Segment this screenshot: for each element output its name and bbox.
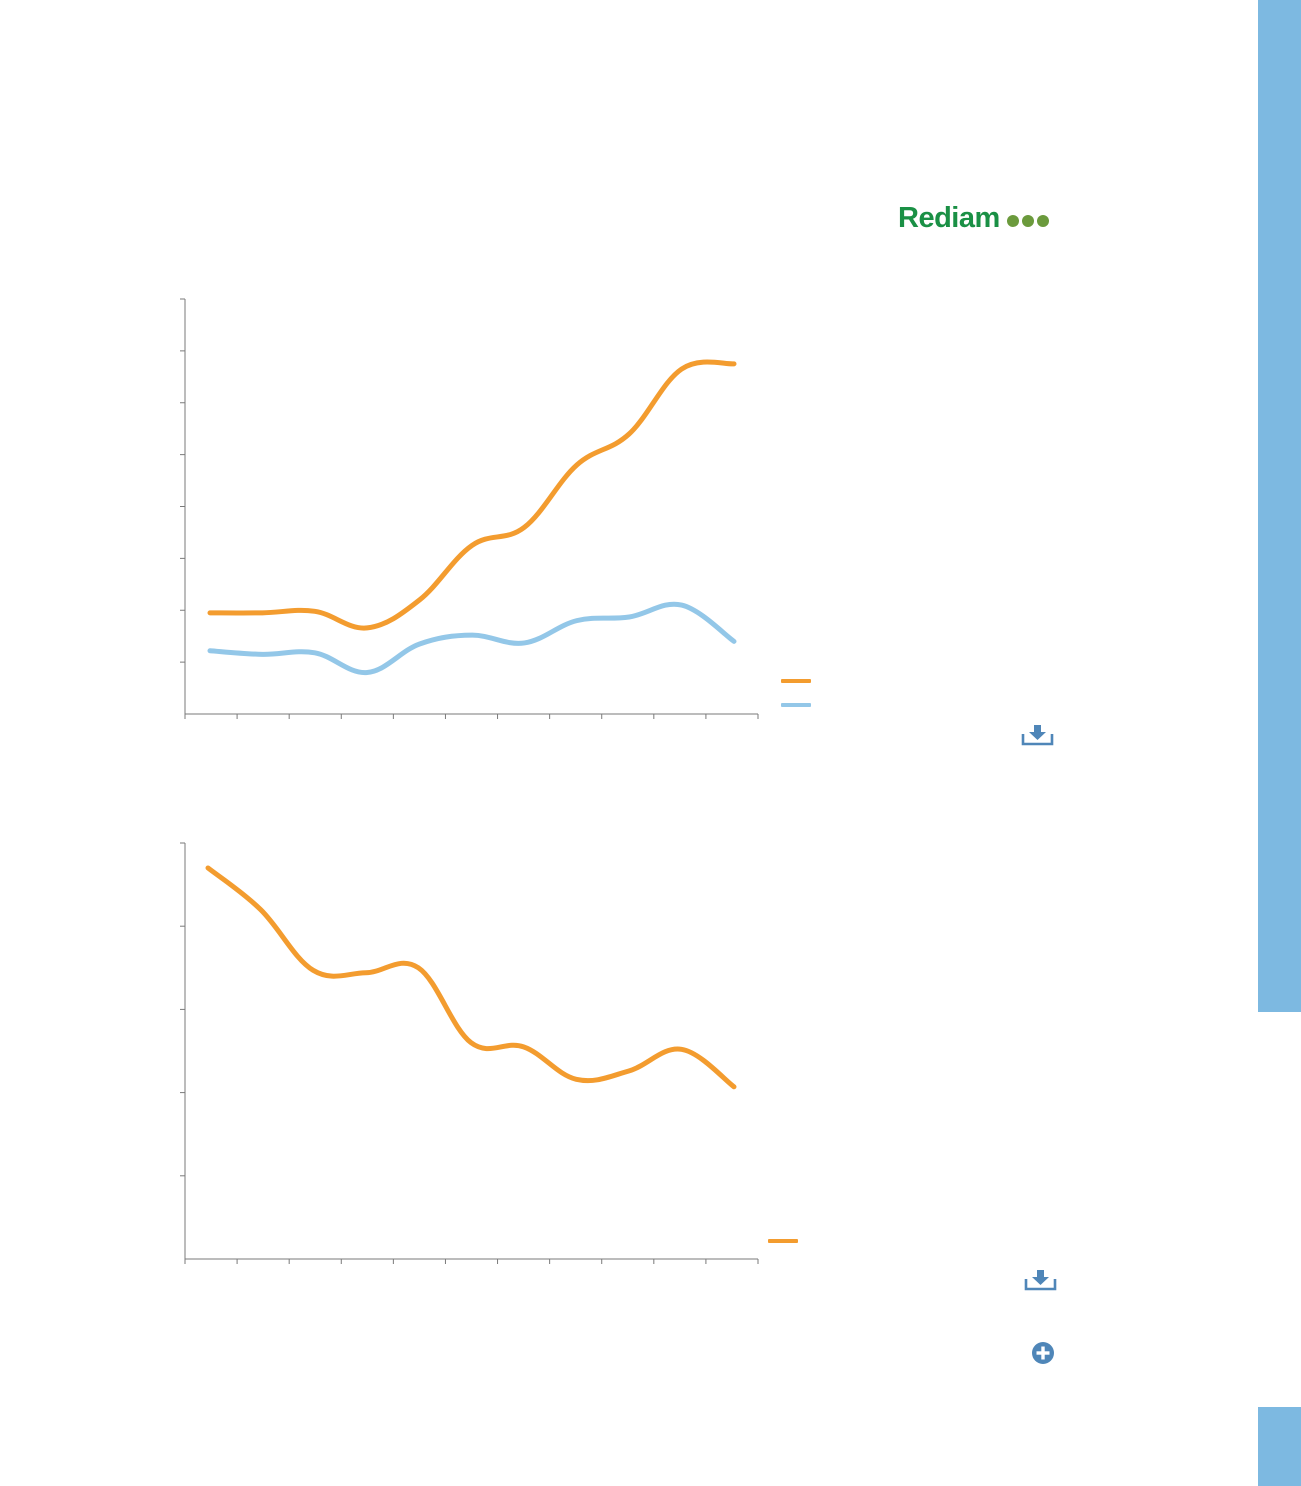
logo-dot [1021, 215, 1034, 227]
line-chart-bottom [180, 842, 759, 1264]
logo-dot [1036, 215, 1049, 227]
legend-swatch-series-bottom [768, 1239, 798, 1243]
download-icon[interactable] [1024, 1267, 1057, 1293]
side-tab-bottom [1258, 1407, 1301, 1486]
series-line-1 [207, 359, 737, 631]
rediam-logo: Rediam [898, 198, 1049, 238]
plus-circle-icon[interactable] [1031, 1341, 1055, 1365]
logo-text: Rediam [898, 201, 1000, 234]
series-line-1 [205, 865, 737, 1090]
legend-swatch-series-1 [781, 679, 811, 683]
side-tab-top [1258, 0, 1301, 1012]
download-icon[interactable] [1021, 722, 1054, 748]
series-line-2 [207, 601, 737, 676]
line-chart-top [180, 298, 759, 719]
logo-dots [1006, 215, 1049, 227]
logo-dot [1006, 215, 1019, 227]
legend-swatch-series-2 [781, 703, 811, 707]
